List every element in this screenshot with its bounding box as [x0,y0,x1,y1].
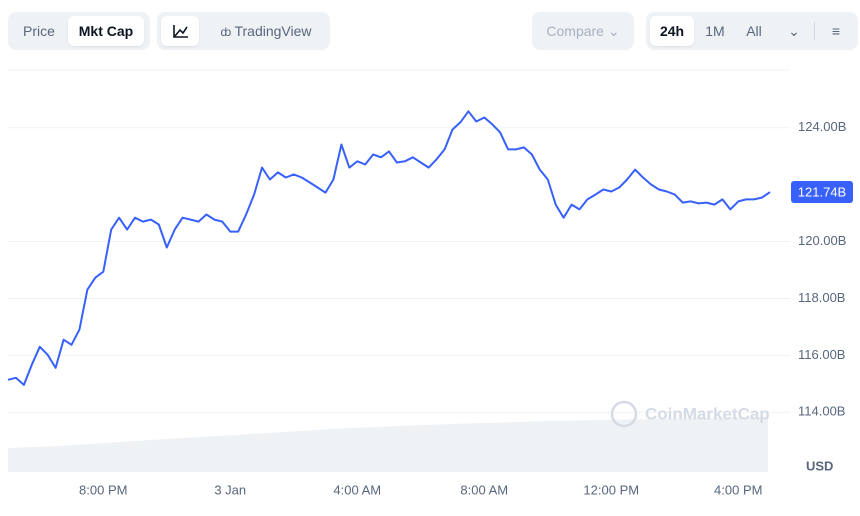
range[interactable]: All [746,23,762,39]
line-icon[interactable] [161,16,199,46]
label: TradingView [234,23,312,39]
range[interactable]: 1M [705,23,725,39]
view-toggle: Price Mkt Cap [8,12,150,50]
current-value-badge [791,181,853,204]
x-tick-label: 4:00 AM [333,482,381,497]
x-tick-label: 8:00 AM [460,482,508,497]
watermark-logo [610,400,638,428]
x-tick-label: 3 Jan [214,482,246,497]
divider [814,22,815,40]
y-tick-label: 118.00B [798,290,845,305]
unit-label: USD [806,458,833,473]
y-tick-label: 120.00B [798,233,846,248]
y-tick-label: 116.00B [798,347,845,362]
price-line [7,110,771,386]
tab[interactable]: Price [23,23,55,39]
compare-group: Compare ⌄ [532,12,634,50]
range-group: 24h 1M All ⌄ ≡ [646,12,858,50]
dropdown[interactable]: ⌄ [788,23,800,39]
watermark: CoinMarketCap [645,404,770,423]
current-value-label: 121.74B [798,184,846,199]
x-tick-label: 4:00 PM [714,482,762,497]
chart-mode: ȸ TradingView [157,12,330,50]
y-tick-label: 114.00B [798,404,845,419]
tab[interactable]: Mkt Cap [68,16,144,46]
volume-area [8,417,768,472]
range[interactable]: 24h [650,16,694,46]
settings[interactable]: ≡ [831,23,841,39]
compare-button[interactable]: Compare ⌄ [546,23,620,39]
label: Compare [546,23,604,39]
tradingview-button[interactable]: ȸ TradingView [220,23,312,39]
x-tick-label: 12:00 PM [583,482,639,497]
icon [173,25,188,38]
x-tick-label: 8:00 PM [79,482,127,497]
y-tick-label: 124.00B [798,119,846,134]
